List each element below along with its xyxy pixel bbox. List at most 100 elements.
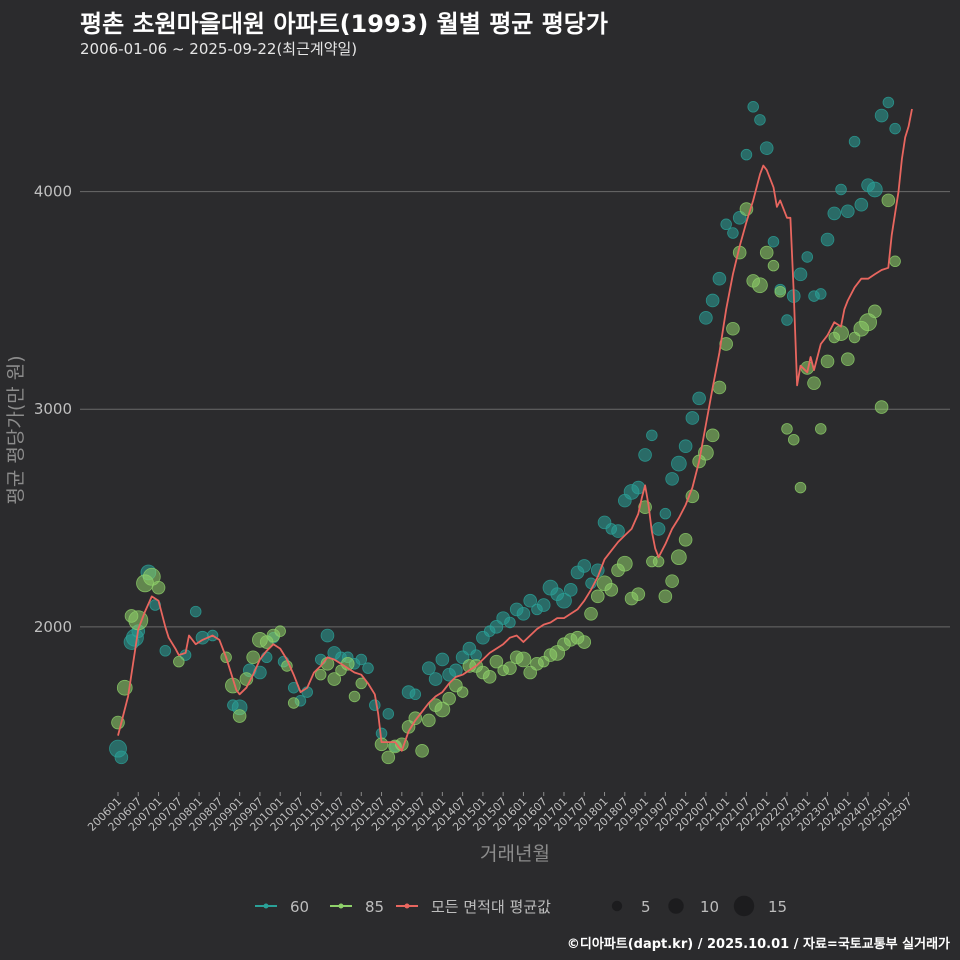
- data-point-60-202109: [747, 101, 759, 113]
- data-point-85-200611: [142, 567, 161, 586]
- legend-size-label-2: 15: [768, 898, 787, 916]
- y-tick-label-4000: 4000: [34, 183, 72, 201]
- y-axis-ticks: 2000 3000 4000: [34, 183, 72, 636]
- data-point-60-202003: [685, 411, 700, 425]
- data-point-60-201401: [435, 652, 450, 667]
- legend-label-1: 85: [365, 898, 384, 916]
- data-point-60-202009: [705, 293, 720, 308]
- data-point-60-201911: [671, 455, 687, 472]
- data-point-60-202207: [781, 314, 793, 326]
- data-point-85-202203: [767, 259, 780, 272]
- x-axis-ticks: 2006012006072007012007072008012008072009…: [85, 792, 915, 834]
- series-line-average: [117, 108, 913, 752]
- data-point-60-200703: [159, 645, 172, 657]
- data-point-60-202101: [720, 218, 732, 231]
- data-point-60-202201: [759, 141, 774, 155]
- data-point-85-201707: [577, 635, 592, 649]
- chart-title: 평촌 초원마을대원 아파트(1993) 월별 평균 평당가: [80, 10, 608, 38]
- data-point-60-201707: [577, 559, 592, 573]
- data-point-60-202405: [854, 197, 869, 212]
- legend-label-2: 모든 면적대 평균값: [431, 898, 551, 916]
- data-point-60-201805: [611, 524, 625, 538]
- data-point-60-201607: [536, 598, 551, 612]
- data-point-60-201703: [563, 583, 578, 597]
- data-point-85-200905: [246, 650, 260, 665]
- data-point-85-202307: [820, 354, 835, 369]
- legend-size-label-0: 5: [641, 898, 651, 916]
- data-point-60-202409: [866, 181, 883, 198]
- data-point-85-201407: [456, 686, 469, 698]
- data-point-85-201105: [327, 672, 342, 686]
- data-point-85-202201: [759, 245, 774, 260]
- data-point-60-201203: [362, 662, 374, 674]
- data-point-85-201811: [631, 587, 646, 601]
- data-point-85-202101: [719, 337, 733, 351]
- data-point-60-201909: [665, 472, 679, 486]
- data-point-85-201001: [274, 625, 286, 637]
- data-point-60-202501: [882, 96, 895, 109]
- data-point-60-200712: [189, 605, 202, 618]
- data-point-60-202211: [793, 267, 808, 282]
- average-line: [117, 108, 913, 752]
- chart-subtitle: 2006-01-06 ~ 2025-09-22(최근계약일): [80, 40, 358, 58]
- y-axis-title: 평균 평당가(만 원): [5, 355, 27, 504]
- legend-key-point-2: [404, 903, 410, 909]
- data-point-85-201111: [348, 690, 361, 703]
- data-point-60-201903: [646, 429, 658, 442]
- data-point-60-201905: [651, 522, 666, 536]
- data-point-85-201505: [489, 654, 504, 669]
- data-point-85-201509: [503, 661, 517, 675]
- data-point-85-200901: [232, 709, 247, 723]
- data-point-85-201209: [381, 750, 396, 765]
- data-point-60-201411: [470, 649, 482, 661]
- data-point-85-201807: [616, 555, 633, 572]
- data-point-85-202409: [868, 304, 882, 319]
- data-point-60-200602: [114, 750, 129, 765]
- data-point-85-200707: [173, 655, 185, 668]
- legend-size-label-1: 10: [700, 898, 719, 916]
- data-point-60-202203: [767, 235, 780, 248]
- data-point-60-202403: [848, 135, 861, 148]
- data-point-85-202303: [807, 376, 821, 390]
- data-point-85-202401: [841, 352, 855, 367]
- data-point-60-202007: [699, 311, 713, 325]
- data-point-85-202407: [859, 313, 877, 332]
- data-point-85-202111: [752, 277, 768, 294]
- data-point-60-201603: [523, 593, 538, 608]
- legend-key-point-1: [338, 903, 344, 909]
- data-point-85-201005: [287, 697, 300, 709]
- data-point-85-202209: [787, 433, 800, 446]
- data-point-85-200701: [151, 580, 166, 595]
- data-point-85-201909: [665, 574, 679, 588]
- x-axis-title: 거래년월: [480, 843, 550, 865]
- data-point-60-201601: [516, 606, 531, 621]
- data-point-85-201401: [434, 701, 451, 718]
- data-point-85-202001: [678, 532, 693, 547]
- legend-label-0: 60: [290, 898, 309, 916]
- data-point-60-202301: [801, 251, 814, 263]
- data-point-85-202011: [712, 380, 727, 395]
- data-point-60-201305: [409, 688, 422, 701]
- data-point-60-202307: [820, 232, 835, 247]
- data-point-85-201709: [584, 606, 598, 621]
- data-point-85-202103: [726, 321, 740, 336]
- data-point-60-202011: [712, 271, 727, 286]
- data-point-60-201209: [382, 708, 395, 720]
- legend: 60 85 모든 면적대 평균값 5 10 15: [255, 895, 787, 917]
- data-point-85-201307: [415, 744, 429, 758]
- grid-lines: [80, 191, 950, 628]
- legend-size-key-0: [611, 900, 623, 912]
- data-point-60-202001: [678, 439, 693, 454]
- data-point-85-201201: [355, 677, 368, 690]
- data-point-60-202411: [874, 108, 889, 123]
- data-point-60-201311: [428, 672, 443, 686]
- data-point-85-202311: [833, 325, 849, 341]
- data-point-85-201803: [604, 583, 619, 597]
- y-tick-label-2000: 2000: [34, 618, 72, 636]
- data-point-60-202401: [841, 204, 855, 219]
- data-point-85-202009: [705, 428, 720, 443]
- legend-size-key-1: [668, 898, 684, 914]
- data-point-85-201309: [422, 713, 436, 728]
- data-point-85-201911: [671, 549, 687, 566]
